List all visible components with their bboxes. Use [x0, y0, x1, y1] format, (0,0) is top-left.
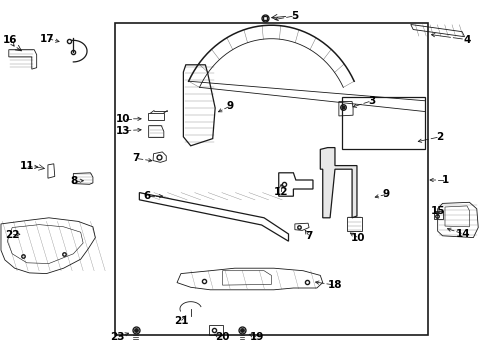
- Text: 9: 9: [226, 101, 233, 111]
- Text: 8: 8: [71, 176, 78, 186]
- Text: 10: 10: [116, 114, 130, 124]
- Text: 1: 1: [441, 175, 447, 185]
- Text: 18: 18: [327, 280, 342, 290]
- Text: 9: 9: [382, 189, 389, 199]
- Text: 15: 15: [429, 206, 444, 216]
- Text: 3: 3: [367, 96, 374, 106]
- Text: 22: 22: [5, 230, 20, 240]
- Text: 13: 13: [116, 126, 130, 136]
- Text: 7: 7: [132, 153, 140, 163]
- Text: 17: 17: [40, 33, 55, 44]
- Text: 19: 19: [249, 332, 264, 342]
- Bar: [115, 23, 427, 335]
- Text: 6: 6: [143, 191, 150, 201]
- Text: 5: 5: [291, 11, 298, 21]
- Text: 4: 4: [462, 35, 470, 45]
- Bar: [208, 325, 223, 335]
- Text: 16: 16: [2, 35, 17, 45]
- Text: 10: 10: [350, 233, 365, 243]
- Text: 7: 7: [305, 231, 312, 241]
- Bar: [342, 97, 425, 149]
- Text: 2: 2: [436, 132, 443, 142]
- Text: 21: 21: [173, 316, 188, 326]
- Text: 20: 20: [215, 332, 229, 342]
- Bar: [433, 211, 442, 219]
- Text: 14: 14: [455, 229, 470, 239]
- Text: 12: 12: [273, 187, 288, 197]
- Bar: [147, 113, 163, 120]
- Bar: [346, 217, 361, 231]
- Text: 11: 11: [20, 161, 34, 171]
- Text: 23: 23: [110, 332, 124, 342]
- Polygon shape: [320, 148, 356, 218]
